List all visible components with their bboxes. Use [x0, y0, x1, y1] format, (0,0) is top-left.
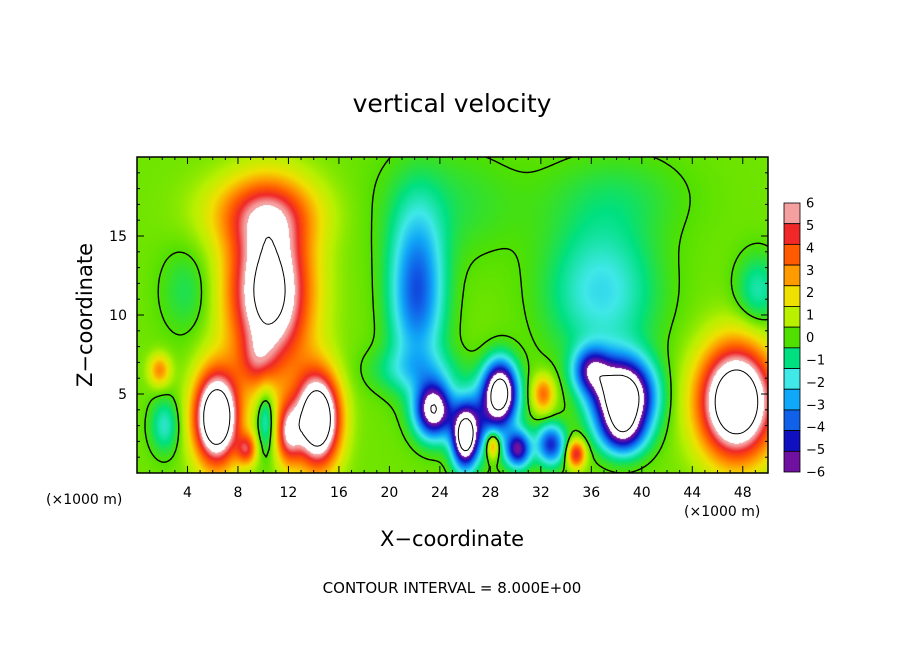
contour-line: [203, 236, 759, 447]
colorbar-swatch: [783, 264, 801, 287]
y-tick-label: 10: [109, 308, 127, 324]
colorbar-swatch: [783, 430, 801, 452]
colorbar-swatch: [783, 202, 801, 225]
chart-title: vertical velocity: [353, 89, 552, 118]
colorbar: 6 5 4 3 2 1 0 −1 −2 −3 −4 −5 −6: [783, 197, 825, 481]
x-tick-label: 4: [183, 485, 192, 501]
y-axis: 5 10 15: [109, 172, 768, 458]
colorbar-label: 2: [806, 286, 814, 301]
colorbar-swatch: [783, 306, 801, 328]
x-tick-label: 36: [582, 485, 600, 501]
contour-line: [144, 157, 768, 473]
x-tick-label: 40: [633, 485, 651, 501]
y-axis-title: Z−coordinate: [73, 243, 97, 387]
y-tick-label: 15: [109, 229, 127, 245]
plot-area: [136, 156, 769, 474]
x-tick-label: 48: [734, 485, 752, 501]
colorbar-label: 0: [806, 331, 814, 346]
x-tick-label: 20: [380, 485, 398, 501]
colorbar-label: −1: [806, 353, 825, 368]
colorbar-label: −6: [806, 466, 825, 481]
x-tick-label: 12: [280, 485, 298, 501]
contour-interval-note: CONTOUR INTERVAL = 8.000E+00: [323, 579, 582, 597]
colorbar-swatch: [783, 388, 801, 411]
colorbar-label: −5: [806, 443, 825, 458]
contour-line: [430, 374, 640, 452]
colorbar-swatch: [783, 243, 801, 266]
heatmap-field: [137, 157, 768, 473]
colorbar-label: −4: [806, 421, 825, 436]
colorbar-label: 5: [806, 219, 814, 234]
contour-lines: [144, 157, 768, 473]
x-tick-label: 8: [233, 485, 242, 501]
colorbar-label: −3: [806, 398, 825, 413]
x-axis-title: X−coordinate: [380, 527, 524, 551]
x-tick-label: 28: [481, 485, 499, 501]
x-tick-label: 32: [532, 485, 550, 501]
colorbar-label: 3: [806, 264, 814, 279]
colorbar-label: 1: [806, 309, 814, 324]
colorbar-label: −2: [806, 376, 825, 391]
colorbar-swatch: [783, 285, 801, 307]
colorbar-swatch: [783, 223, 801, 245]
x-tick-label: 16: [330, 485, 348, 501]
x-tick-label: 44: [683, 485, 701, 501]
x-unit-label-right: (×1000 m): [684, 504, 760, 520]
x-unit-label-left: (×1000 m): [46, 492, 122, 508]
y-tick-label: 5: [118, 387, 127, 403]
colorbar-swatch: [783, 368, 801, 390]
colorbar-swatch: [783, 409, 801, 432]
colorbar-swatch: [783, 347, 801, 369]
colorbar-label: 4: [806, 241, 814, 256]
colorbar-label: 6: [806, 197, 814, 212]
colorbar-swatch: [783, 326, 801, 349]
x-tick-label: 24: [431, 485, 449, 501]
colorbar-swatch: [783, 450, 801, 473]
x-axis: 4 8 12 16 20 24 28 32 36 40 44 48: [149, 157, 756, 501]
